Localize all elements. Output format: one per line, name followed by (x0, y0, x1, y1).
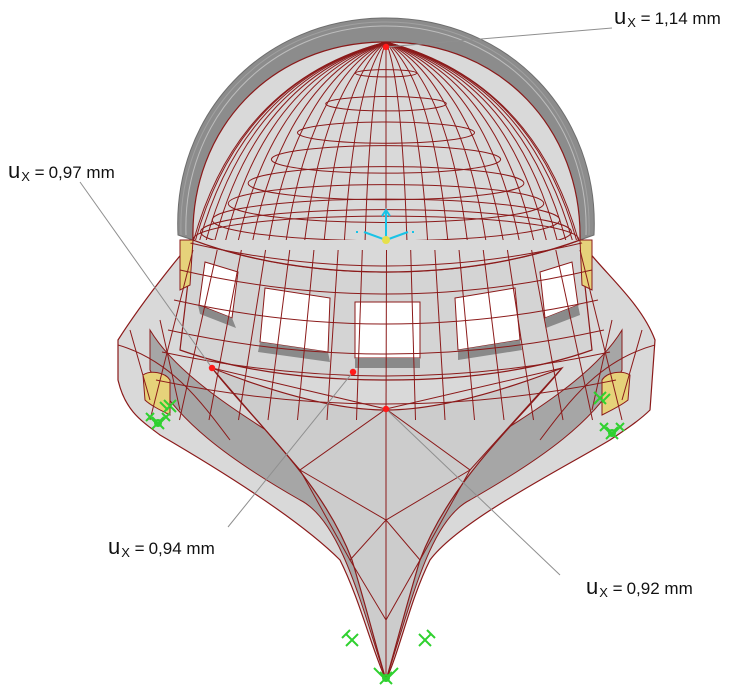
drum-rib (149, 249, 194, 421)
point-right (382, 405, 390, 413)
point-top (382, 43, 390, 51)
dome-meridian (385, 42, 491, 240)
pendentive-edge (211, 367, 563, 471)
leg-rib (118, 344, 231, 441)
dome-meridian (385, 42, 571, 240)
drum-rib (506, 249, 534, 421)
drum-rib (579, 249, 623, 421)
drum-rib (458, 249, 475, 421)
annotation-mid: uX = 0,94 mm (108, 534, 215, 560)
annotation-top: uX = 1,14 mm (614, 4, 721, 30)
annotation-left: uX = 0,97 mm (8, 158, 115, 184)
dome-meridian (300, 42, 387, 240)
drum-rib (238, 249, 267, 421)
dome-meridian (385, 42, 563, 240)
dome-meridian (385, 42, 472, 240)
dome-meridian (385, 42, 509, 240)
drum-rib (179, 249, 218, 421)
dome (192, 41, 581, 273)
dome-meridian (247, 42, 387, 240)
body-mesh (118, 241, 655, 680)
dome-meridian (220, 42, 387, 240)
drum-windows (198, 261, 580, 368)
dome-meridian (385, 42, 525, 240)
dome-meridian (385, 42, 430, 240)
leg-rib (539, 344, 655, 441)
leg-rib (129, 319, 643, 411)
dome-mesh (192, 42, 581, 240)
dome-meridian (385, 42, 552, 240)
point-mid (349, 368, 357, 376)
pinned-support-icon (145, 391, 625, 685)
dome-meridian (363, 42, 387, 240)
dome-meridian (281, 42, 387, 240)
annotation-right: uX = 0,92 mm (586, 574, 693, 600)
dome-meridian (321, 42, 387, 240)
leader-lines (79, 27, 613, 576)
dome-meridian (342, 42, 387, 240)
point-left (208, 364, 216, 372)
dome-meridian (233, 42, 387, 240)
drum-rib (434, 249, 446, 421)
dome-meridian (263, 42, 387, 240)
measurement-points (208, 43, 390, 413)
dome-meridian (201, 42, 387, 240)
drum-rib (208, 249, 242, 421)
drum-rib (356, 249, 363, 421)
dome-meridian (385, 42, 451, 240)
drum-rib (267, 249, 291, 421)
drum-rib (385, 249, 387, 421)
local-axis-icon (356, 208, 416, 244)
dome-meridian (385, 42, 581, 240)
drum-rib (297, 249, 315, 421)
drum-rib (555, 249, 593, 421)
drum-rib (482, 249, 505, 421)
dome-meridian (385, 42, 539, 240)
drum-rib (326, 249, 339, 421)
drum-rib (531, 249, 564, 421)
dome-meridian (209, 42, 387, 240)
dome-meridian (385, 42, 409, 240)
drum-rib (410, 249, 416, 421)
